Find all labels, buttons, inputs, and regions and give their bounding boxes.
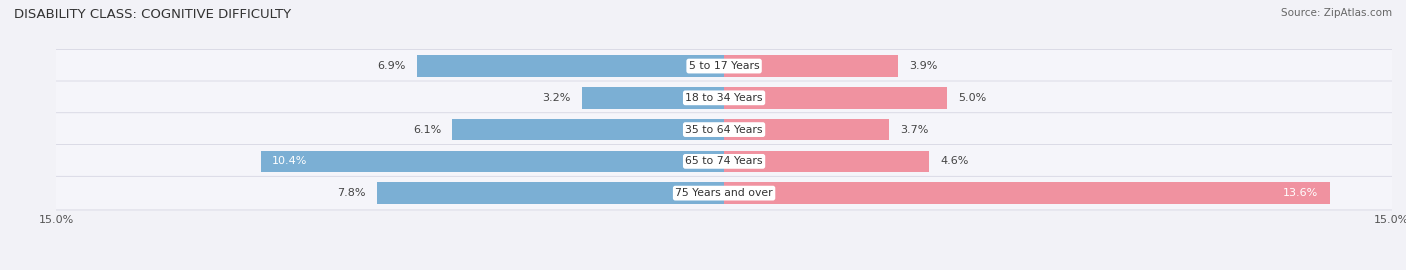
FancyBboxPatch shape — [41, 49, 1406, 83]
Bar — [262, 151, 724, 172]
Text: DISABILITY CLASS: COGNITIVE DIFFICULTY: DISABILITY CLASS: COGNITIVE DIFFICULTY — [14, 8, 291, 21]
Bar — [724, 182, 1330, 204]
Text: 6.1%: 6.1% — [413, 124, 441, 135]
Bar — [453, 119, 724, 140]
Text: Source: ZipAtlas.com: Source: ZipAtlas.com — [1281, 8, 1392, 18]
Bar — [582, 87, 724, 109]
Bar — [724, 87, 946, 109]
FancyBboxPatch shape — [41, 113, 1406, 146]
Text: 5 to 17 Years: 5 to 17 Years — [689, 61, 759, 71]
Bar — [724, 151, 929, 172]
Text: 4.6%: 4.6% — [941, 156, 969, 166]
Text: 10.4%: 10.4% — [273, 156, 308, 166]
Bar — [418, 55, 724, 77]
Bar — [377, 182, 724, 204]
Bar — [724, 55, 898, 77]
Text: 65 to 74 Years: 65 to 74 Years — [685, 156, 763, 166]
FancyBboxPatch shape — [41, 144, 1406, 178]
Text: 6.9%: 6.9% — [377, 61, 406, 71]
FancyBboxPatch shape — [41, 81, 1406, 115]
Text: 75 Years and over: 75 Years and over — [675, 188, 773, 198]
Text: 3.9%: 3.9% — [908, 61, 938, 71]
Text: 13.6%: 13.6% — [1284, 188, 1319, 198]
Text: 3.2%: 3.2% — [543, 93, 571, 103]
Text: 5.0%: 5.0% — [957, 93, 986, 103]
Text: 18 to 34 Years: 18 to 34 Years — [685, 93, 763, 103]
Bar — [724, 119, 889, 140]
Text: 3.7%: 3.7% — [900, 124, 928, 135]
Text: 35 to 64 Years: 35 to 64 Years — [685, 124, 763, 135]
FancyBboxPatch shape — [41, 176, 1406, 210]
Text: 7.8%: 7.8% — [337, 188, 366, 198]
